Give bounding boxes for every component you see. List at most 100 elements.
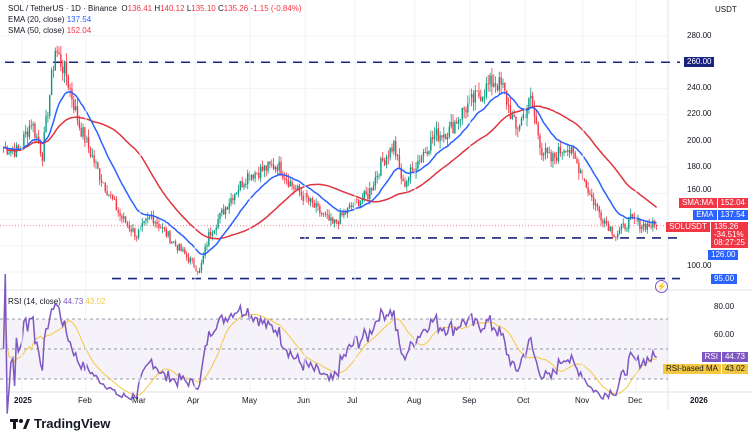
candle-body — [321, 213, 323, 215]
candle-body — [178, 244, 180, 251]
candle-body — [287, 180, 290, 187]
candle-body — [552, 153, 554, 162]
sma-label: SMA (50, close) — [8, 26, 65, 35]
price-pane — [0, 0, 668, 290]
close-value: 135.26 — [223, 4, 249, 13]
candle-body — [446, 137, 449, 140]
candle-body — [113, 199, 116, 200]
candle-body — [335, 219, 338, 222]
candle-body — [605, 220, 608, 224]
price-tick: 180.00 — [687, 162, 712, 171]
candle-body — [539, 135, 541, 149]
candle-body — [141, 222, 143, 227]
symbol-tag-label: SOLUSDT — [666, 222, 710, 232]
candle-body — [641, 226, 643, 230]
candle-body — [332, 217, 334, 224]
candle-body — [400, 167, 402, 179]
candle-body — [339, 212, 341, 225]
candle-body — [171, 241, 173, 244]
candle-body — [39, 143, 42, 154]
rsi-legend[interactable]: RSI (14, close) 44.73 43.02 — [8, 297, 105, 307]
candle-body — [454, 121, 456, 134]
candle-body — [472, 94, 475, 103]
candle-body — [620, 224, 623, 230]
candle-body — [511, 114, 513, 119]
price-tick: 240.00 — [687, 83, 712, 92]
candle-body — [58, 52, 60, 55]
candle-body — [493, 83, 495, 87]
candle-body — [67, 76, 69, 88]
candle-body — [652, 220, 654, 228]
candle-body — [348, 205, 351, 208]
brand-name: TradingView — [34, 416, 111, 431]
lightning-icon[interactable]: ⚡ — [655, 280, 668, 293]
candle-body — [459, 119, 462, 121]
time-tick: Jul — [347, 396, 358, 405]
candle-body — [154, 222, 156, 224]
candle-body — [221, 209, 223, 213]
candle-body — [252, 175, 254, 179]
rsi-tick: 80.00 — [714, 302, 735, 311]
candle-body — [655, 224, 658, 226]
candle-body — [406, 181, 408, 187]
candle-body — [637, 218, 639, 222]
candle-body — [309, 198, 312, 202]
candle-body — [330, 217, 332, 221]
candle-body — [117, 210, 119, 213]
candle-body — [585, 179, 587, 188]
candle-body — [396, 155, 399, 156]
candle-body — [350, 205, 352, 207]
candle-body — [463, 107, 465, 110]
candle-body — [278, 161, 280, 171]
ema-legend[interactable]: EMA (20, close) 137.54 — [8, 15, 91, 25]
candle-body — [204, 246, 206, 256]
candle-body — [106, 191, 108, 196]
candle-body — [63, 61, 66, 74]
candle-body — [291, 181, 293, 187]
candle-body — [71, 88, 73, 100]
sma-legend[interactable]: SMA (50, close) 152.04 — [8, 26, 91, 36]
candle-body — [629, 214, 632, 218]
candle-body — [531, 95, 534, 109]
candle-body — [193, 259, 195, 268]
candle-body — [45, 116, 47, 133]
candle-body — [219, 212, 221, 220]
tradingview-logo[interactable]: TradingView — [10, 416, 110, 431]
candle-body — [93, 155, 95, 163]
rsi-ma-tag-label: RSI-based MA — [662, 364, 721, 374]
candle-body — [483, 96, 486, 98]
candle-body — [102, 182, 105, 184]
candle-body — [485, 83, 488, 97]
candle-body — [430, 137, 432, 151]
candle-body — [73, 99, 75, 111]
candle-body — [415, 168, 417, 173]
candle-body — [480, 96, 482, 101]
candle-body — [546, 147, 549, 153]
candle-body — [165, 229, 167, 237]
rsi-ma-tag-value: 43.02 — [721, 364, 748, 374]
candle-body — [337, 221, 340, 225]
candle-body — [481, 96, 484, 101]
sma-tag-label: SMA:MA — [678, 198, 717, 208]
candle-body — [104, 183, 106, 192]
candle-body — [478, 91, 480, 97]
candle-body — [626, 228, 628, 230]
candle-body — [385, 156, 388, 165]
time-tick: Dec — [628, 396, 643, 405]
candle-body — [213, 230, 216, 234]
candle-body — [306, 193, 308, 198]
candle-body — [271, 164, 273, 165]
candle-body — [76, 106, 79, 121]
candle-body — [428, 150, 430, 154]
candle-body — [293, 186, 295, 189]
candle-body — [189, 258, 192, 263]
candle-body — [422, 152, 425, 157]
rsi-value: 44.73 — [63, 297, 84, 306]
candle-body — [36, 136, 38, 138]
candle-body — [583, 179, 586, 181]
candle-body — [100, 179, 103, 183]
candle-body — [504, 82, 506, 91]
candle-body — [25, 131, 27, 134]
